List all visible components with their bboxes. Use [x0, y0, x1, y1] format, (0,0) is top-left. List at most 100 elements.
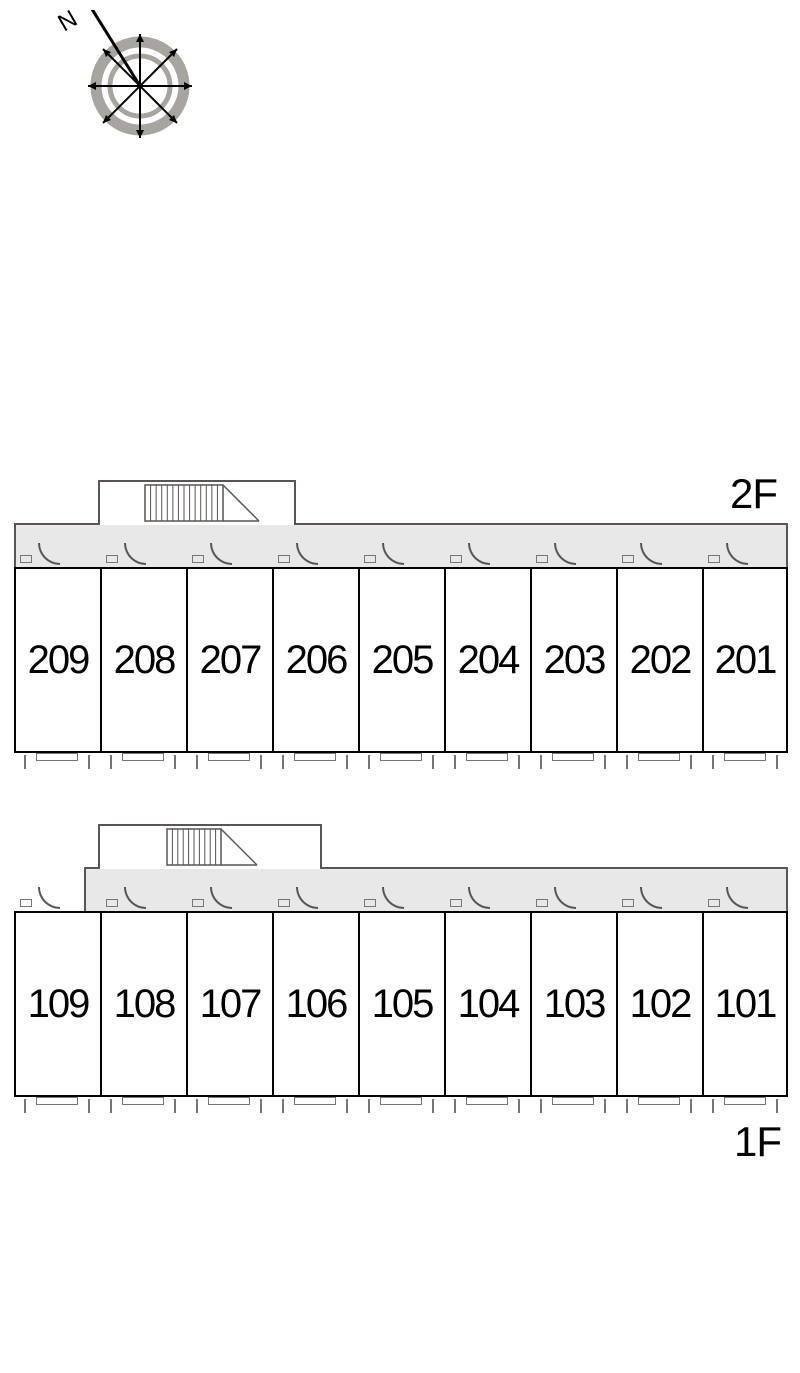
room: 206 — [272, 567, 358, 753]
floor-label: 1F — [734, 1118, 781, 1166]
room-number: 107 — [200, 982, 261, 1027]
balcony-mark — [638, 753, 680, 761]
balcony-mark — [466, 753, 508, 761]
vent-icon — [450, 555, 462, 563]
room: 205 — [358, 567, 444, 753]
north-label: N — [54, 10, 83, 37]
room: 109 — [14, 911, 100, 1097]
room-number: 108 — [114, 982, 175, 1027]
rail-line — [776, 755, 778, 769]
rail-line — [454, 755, 456, 769]
vent-icon — [106, 555, 118, 563]
balcony-mark — [294, 1097, 336, 1105]
room: 208 — [100, 567, 186, 753]
room: 209 — [14, 567, 100, 753]
corridor — [84, 867, 788, 913]
room-number: 202 — [630, 638, 691, 683]
balcony-mark — [638, 1097, 680, 1105]
rail-line — [368, 1099, 370, 1113]
balcony-mark — [552, 753, 594, 761]
rail-line — [174, 755, 176, 769]
rail-line — [196, 1099, 198, 1113]
stairs-icon — [144, 484, 262, 524]
rail-line — [368, 755, 370, 769]
room: 204 — [444, 567, 530, 753]
vent-icon — [106, 899, 118, 907]
vent-icon — [708, 555, 720, 563]
rail-line — [626, 755, 628, 769]
vent-icon — [364, 555, 376, 563]
vent-icon — [536, 899, 548, 907]
rail-line — [88, 755, 90, 769]
rail-line — [776, 1099, 778, 1113]
compass: N — [20, 10, 210, 140]
balcony-mark — [122, 753, 164, 761]
room-number: 201 — [715, 638, 776, 683]
rail-line — [518, 755, 520, 769]
vent-icon — [622, 899, 634, 907]
balcony-mark — [466, 1097, 508, 1105]
room-number: 105 — [372, 982, 433, 1027]
balcony-mark — [552, 1097, 594, 1105]
balcony-mark — [380, 1097, 422, 1105]
rail-line — [174, 1099, 176, 1113]
rail-line — [690, 1099, 692, 1113]
room: 102 — [616, 911, 702, 1097]
rail-line — [712, 1099, 714, 1113]
compass-icon: N — [20, 10, 210, 145]
vent-icon — [20, 899, 32, 907]
room: 201 — [702, 567, 788, 753]
vent-icon — [364, 899, 376, 907]
room-number: 103 — [544, 982, 605, 1027]
room: 103 — [530, 911, 616, 1097]
rail-line — [260, 1099, 262, 1113]
rail-line — [604, 755, 606, 769]
room: 105 — [358, 911, 444, 1097]
room-number: 104 — [458, 982, 519, 1027]
rail-line — [540, 1099, 542, 1113]
rail-line — [346, 755, 348, 769]
room: 207 — [186, 567, 272, 753]
balcony-mark — [294, 753, 336, 761]
room: 106 — [272, 911, 358, 1097]
rail-line — [88, 1099, 90, 1113]
room: 108 — [100, 911, 186, 1097]
room-number: 203 — [544, 638, 605, 683]
room: 104 — [444, 911, 530, 1097]
room: 203 — [530, 567, 616, 753]
rail-line — [604, 1099, 606, 1113]
room-number: 206 — [286, 638, 347, 683]
room-number: 209 — [28, 638, 89, 683]
room: 101 — [702, 911, 788, 1097]
balcony-mark — [724, 1097, 766, 1105]
room-number: 101 — [715, 982, 776, 1027]
balcony-mark — [380, 753, 422, 761]
room-number: 207 — [200, 638, 261, 683]
rooms-row: 109 108 107106 105 104 103 102 101 — [14, 911, 788, 1097]
room-number: 204 — [458, 638, 519, 683]
vent-icon — [278, 899, 290, 907]
rail-line — [346, 1099, 348, 1113]
rail-line — [110, 1099, 112, 1113]
vent-icon — [278, 555, 290, 563]
balcony-mark — [208, 1097, 250, 1105]
rail-line — [518, 1099, 520, 1113]
vent-icon — [622, 555, 634, 563]
vent-icon — [450, 899, 462, 907]
room-number: 102 — [630, 982, 691, 1027]
room-number: 205 — [372, 638, 433, 683]
room: 107 — [186, 911, 272, 1097]
balcony-mark — [36, 1097, 78, 1105]
rail-line — [24, 1099, 26, 1113]
vent-icon — [20, 555, 32, 563]
balcony-mark — [36, 753, 78, 761]
vent-icon — [536, 555, 548, 563]
rail-line — [540, 755, 542, 769]
rooms-row: 209208 207 206 205 204 203 202 201 — [14, 567, 788, 753]
vent-icon — [192, 899, 204, 907]
vent-icon — [708, 899, 720, 907]
rail-line — [454, 1099, 456, 1113]
door-icon — [38, 887, 60, 909]
rail-line — [260, 755, 262, 769]
rail-line — [24, 755, 26, 769]
